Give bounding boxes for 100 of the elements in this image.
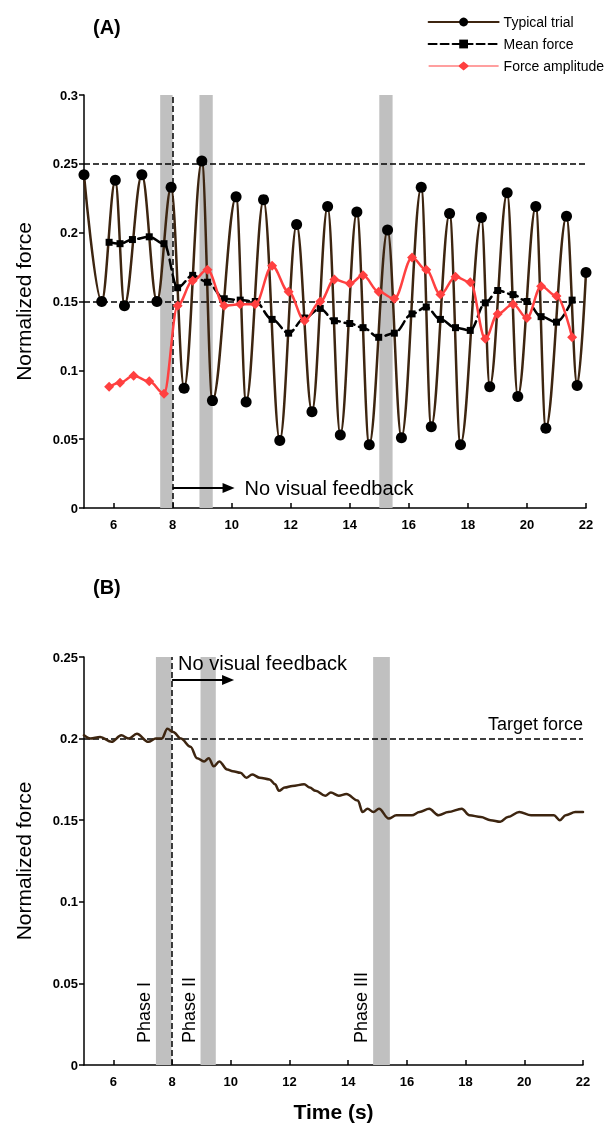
point: [316, 304, 324, 312]
point: [299, 315, 310, 326]
point: [344, 278, 355, 289]
point: [235, 299, 246, 310]
point: [145, 233, 153, 241]
annotation: No visual feedback: [178, 652, 349, 674]
point: [104, 381, 115, 392]
point: [285, 329, 293, 337]
point: [408, 310, 416, 318]
x-tick-label: 16: [401, 517, 417, 532]
point: [267, 260, 278, 271]
point: [203, 278, 211, 286]
y-tick-label: 0.25: [52, 156, 78, 172]
point: [202, 264, 213, 275]
point: [329, 274, 340, 285]
x-tick-label: 20: [517, 1074, 532, 1089]
chart-title: (B): [93, 576, 121, 598]
y-tick-label: 0.15: [52, 812, 78, 828]
point: [568, 296, 576, 304]
point: [144, 376, 155, 387]
point: [523, 298, 531, 305]
annotation: No visual feedback: [244, 477, 415, 499]
band-label: Phase III: [351, 971, 372, 1043]
point: [480, 333, 491, 344]
y-tick-label: 0.25: [52, 649, 78, 665]
point: [536, 281, 547, 292]
point: [494, 286, 502, 294]
point: [115, 377, 126, 388]
point: [481, 299, 489, 307]
x-tick-label: 8: [168, 517, 177, 532]
point: [373, 286, 384, 297]
point: [435, 289, 446, 300]
x-tick-label: 18: [458, 1074, 473, 1089]
band-label: Phase II: [178, 976, 199, 1043]
point: [521, 313, 532, 324]
y-tick-label: 0.2: [59, 225, 78, 241]
y-tick-label: 0.2: [59, 731, 78, 747]
y-tick-label: 0: [70, 1057, 78, 1073]
y-tick-label: 0: [70, 500, 78, 516]
x-tick-label: 6: [109, 517, 118, 532]
legend-label: Force amplitude: [503, 58, 605, 74]
point: [421, 264, 432, 275]
point: [116, 240, 124, 248]
point: [537, 313, 545, 321]
y-tick-label: 0.05: [52, 975, 78, 991]
x-axis-title: Time (s): [293, 1100, 374, 1123]
point: [220, 295, 228, 303]
point: [492, 308, 503, 319]
x-tick-label: 22: [578, 517, 594, 532]
y-tick-label: 0.1: [59, 894, 78, 910]
x-tick-label: 10: [224, 517, 239, 532]
point: [250, 299, 261, 310]
x-tick-label: 6: [109, 1074, 117, 1089]
point: [159, 388, 170, 399]
point: [509, 291, 517, 299]
y-tick-label: 0.3: [59, 87, 78, 103]
y-tick-label: 0.15: [52, 294, 78, 309]
point: [174, 284, 182, 292]
point: [128, 370, 139, 381]
y-axis-title: Normalized force: [12, 222, 35, 381]
x-tick-label: 18: [460, 517, 476, 532]
point: [389, 293, 400, 304]
point: [465, 277, 476, 288]
point: [346, 320, 354, 328]
point: [422, 303, 430, 311]
point: [359, 324, 367, 332]
legend-label: Typical trial: [503, 14, 574, 30]
x-tick-label: 12: [282, 1074, 297, 1089]
point: [451, 324, 459, 332]
point: [436, 315, 444, 323]
point: [552, 318, 560, 326]
x-tick-label: 12: [283, 517, 298, 532]
point: [283, 286, 294, 297]
point: [551, 290, 562, 301]
y-tick-label: 0.05: [52, 431, 78, 447]
chart-title: (A): [93, 16, 121, 38]
point: [567, 332, 578, 343]
point: [407, 252, 418, 263]
point: [315, 296, 326, 307]
legend-label: Mean force: [503, 36, 574, 52]
point: [160, 240, 168, 248]
point: [390, 329, 398, 337]
x-tick-label: 10: [223, 1074, 238, 1089]
point: [508, 299, 519, 310]
x-tick-label: 16: [399, 1074, 415, 1089]
x-tick-label: 20: [519, 517, 535, 532]
point: [128, 236, 136, 244]
point: [466, 326, 474, 334]
point: [105, 238, 113, 246]
point: [330, 317, 338, 325]
point: [219, 300, 230, 311]
band-label: Phase I: [133, 981, 154, 1043]
x-tick-label: 14: [342, 517, 358, 532]
point: [187, 275, 198, 286]
point: [268, 315, 276, 323]
y-tick-label: 0.1: [59, 362, 78, 378]
x-tick-label: 22: [575, 1074, 591, 1089]
point: [358, 270, 369, 281]
point: [172, 300, 183, 311]
ref-line-label: Target force: [487, 713, 583, 734]
